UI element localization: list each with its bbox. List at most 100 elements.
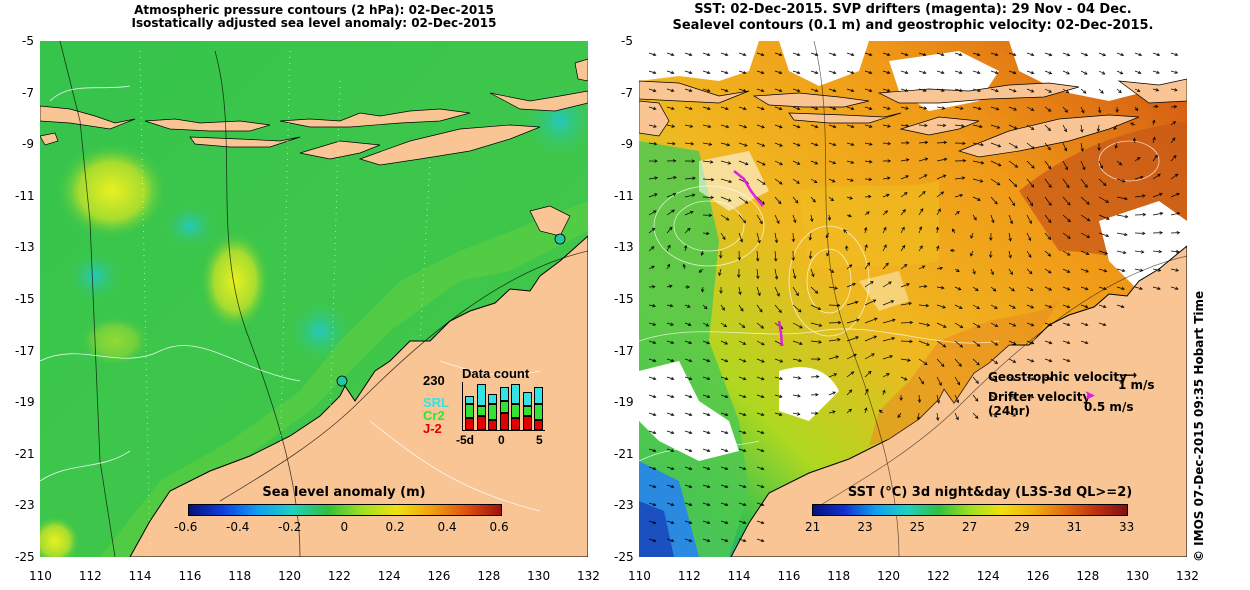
inset-bar-cyan <box>511 384 520 404</box>
velocity-arrow <box>756 502 764 506</box>
velocity-arrowhead <box>652 285 656 289</box>
velocity-arrowhead <box>923 284 928 289</box>
velocity-arrowhead <box>760 376 765 381</box>
velocity-arrow <box>864 211 870 216</box>
inset-bar-red <box>511 418 520 430</box>
colorbar-tick: -0.4 <box>226 520 250 534</box>
velocity-arrowhead <box>670 448 675 453</box>
velocity-arrowhead <box>1048 358 1053 363</box>
velocity-arrow <box>900 227 905 234</box>
velocity-arrowhead <box>1142 231 1146 236</box>
velocity-arrowhead <box>837 320 842 325</box>
velocity-arrow <box>1026 394 1034 398</box>
velocity-arrowhead <box>724 430 729 435</box>
velocity-arrowhead <box>742 412 747 417</box>
velocity-arrowhead <box>970 252 974 257</box>
velocity-arrow <box>701 250 704 256</box>
velocity-arrowhead <box>1152 136 1156 141</box>
velocity-arrowhead <box>922 52 927 57</box>
sst-map <box>639 41 1187 557</box>
velocity-arrow <box>900 302 912 306</box>
velocity-arrow <box>918 376 924 385</box>
velocity-arrow <box>1026 124 1035 130</box>
right-x-tick: 128 <box>1076 569 1100 583</box>
velocity-arrow <box>648 228 655 234</box>
velocity-arrowhead <box>995 107 1000 111</box>
velocity-arrow <box>810 304 821 310</box>
velocity-arrow <box>864 244 868 252</box>
velocity-arrow <box>1080 160 1086 170</box>
velocity-arrow <box>648 430 656 434</box>
velocity-arrow <box>756 214 763 224</box>
velocity-arrowhead <box>904 88 909 93</box>
velocity-arrowhead <box>724 484 729 489</box>
velocity-arrowhead <box>1030 70 1035 75</box>
velocity-arrow <box>702 502 710 506</box>
velocity-arrow <box>825 232 830 238</box>
velocity-arrow <box>702 124 711 128</box>
velocity-arrow <box>792 178 800 184</box>
velocity-arrowhead <box>773 258 778 262</box>
velocity-arrowhead <box>743 125 748 129</box>
velocity-arrowhead <box>903 192 908 196</box>
velocity-arrow <box>970 250 974 257</box>
velocity-arrow <box>972 376 979 384</box>
velocity-arrowhead <box>868 106 873 111</box>
velocity-arrow <box>809 232 812 241</box>
velocity-arrow <box>954 394 959 403</box>
velocity-arrow <box>648 484 656 488</box>
velocity-arrow <box>1170 173 1179 180</box>
velocity-arrowhead <box>1121 268 1126 273</box>
velocity-arrow <box>846 283 856 288</box>
velocity-arrow <box>810 106 818 110</box>
inset-bar-green <box>534 403 543 421</box>
velocity-arrowhead <box>652 304 656 308</box>
velocity-arrowhead <box>1173 105 1178 109</box>
velocity-arrow <box>1026 232 1031 241</box>
velocity-arrow <box>1170 250 1179 253</box>
velocity-arrowhead <box>791 238 796 243</box>
velocity-arrow <box>828 70 836 74</box>
velocity-arrow <box>828 411 836 414</box>
velocity-arrowhead <box>1028 237 1032 242</box>
velocity-arrow <box>774 160 783 166</box>
velocity-arrow <box>1152 212 1163 216</box>
velocity-arrow <box>738 160 749 165</box>
velocity-arrow <box>684 358 692 362</box>
velocity-arrowhead <box>865 388 869 393</box>
velocity-arrowhead <box>691 159 696 163</box>
velocity-arrowhead <box>886 88 891 93</box>
velocity-arrowhead <box>886 52 891 57</box>
velocity-arrowhead <box>905 106 909 110</box>
velocity-arrow <box>1044 376 1052 380</box>
velocity-arrow <box>864 106 872 110</box>
velocity-arrow <box>918 106 927 109</box>
velocity-arrowhead <box>897 414 901 419</box>
velocity-arrow <box>774 304 782 313</box>
velocity-arrowhead <box>688 448 693 453</box>
velocity-arrow <box>702 160 713 163</box>
velocity-arrow <box>1170 137 1176 144</box>
velocity-arrow <box>1170 155 1177 162</box>
velocity-arrow <box>1008 106 1017 111</box>
velocity-arrowhead <box>652 430 657 435</box>
velocity-arrowhead <box>1048 89 1052 93</box>
velocity-arrowhead <box>1154 154 1158 159</box>
velocity-arrowhead <box>814 88 819 93</box>
velocity-arrowhead <box>1047 253 1052 257</box>
velocity-arrowhead <box>1120 52 1125 57</box>
velocity-arrowhead <box>671 106 675 111</box>
velocity-arrowhead <box>796 180 800 184</box>
velocity-arrow <box>792 52 800 56</box>
velocity-arrow <box>1080 178 1088 188</box>
velocity-arrowhead <box>814 161 819 165</box>
velocity-arrowhead <box>1139 286 1143 291</box>
velocity-arrowhead <box>1030 107 1035 111</box>
velocity-arrow <box>954 340 963 348</box>
velocity-arrowhead <box>1048 287 1053 291</box>
timor-island <box>358 124 541 166</box>
left-y-tick: -9 <box>22 137 34 152</box>
velocity-arrowhead <box>956 211 960 215</box>
velocity-arrowhead <box>868 124 873 128</box>
velocity-arrowhead <box>708 213 713 218</box>
